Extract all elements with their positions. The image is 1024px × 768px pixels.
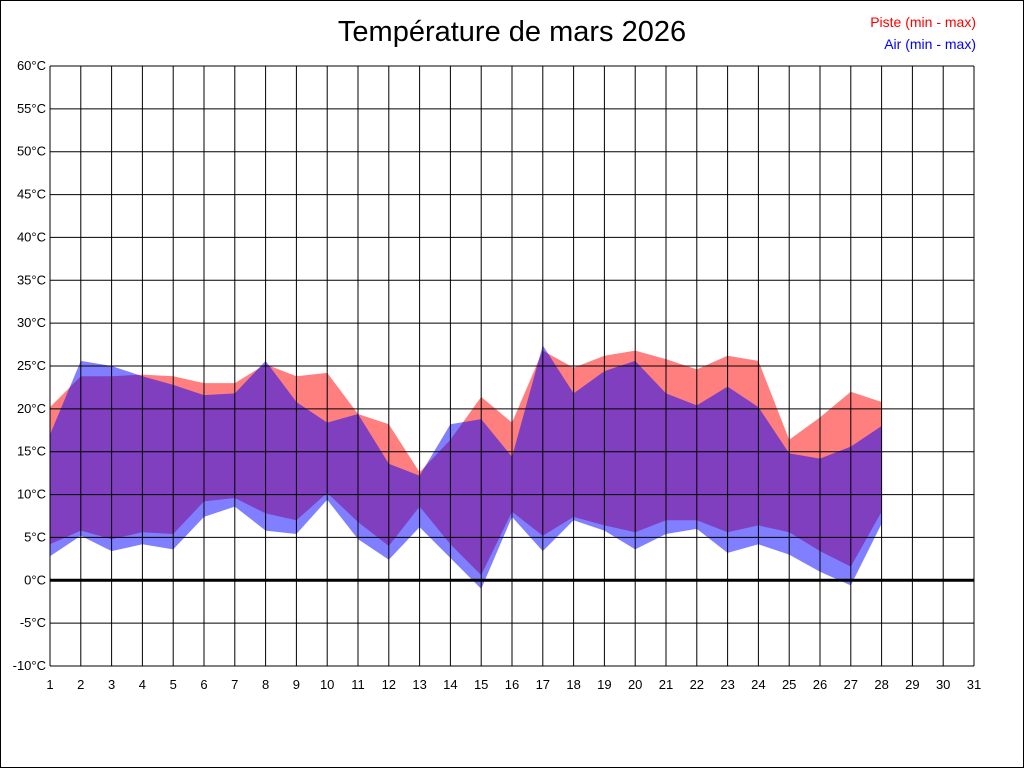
x-tick-label: 1 <box>46 677 53 692</box>
y-tick-label: 60°C <box>17 58 46 73</box>
x-tick-label: 28 <box>874 677 888 692</box>
x-tick-label: 30 <box>936 677 950 692</box>
x-tick-label: 5 <box>170 677 177 692</box>
y-tick-label: 10°C <box>17 487 46 502</box>
x-tick-label: 3 <box>108 677 115 692</box>
x-tick-label: 22 <box>690 677 704 692</box>
x-tick-label: 4 <box>139 677 146 692</box>
x-tick-label: 29 <box>905 677 919 692</box>
y-tick-label: 0°C <box>24 572 46 587</box>
y-tick-label: 15°C <box>17 444 46 459</box>
x-tick-label: 6 <box>200 677 207 692</box>
x-tick-label: 23 <box>720 677 734 692</box>
x-tick-label: 26 <box>813 677 827 692</box>
y-tick-label: 55°C <box>17 101 46 116</box>
y-tick-label: 35°C <box>17 272 46 287</box>
x-tick-label: 13 <box>412 677 426 692</box>
x-tick-label: 27 <box>844 677 858 692</box>
x-tick-label: 18 <box>566 677 580 692</box>
y-tick-label: 5°C <box>24 529 46 544</box>
legend-entry-air: Air (min - max) <box>884 36 976 52</box>
y-tick-label: 25°C <box>17 358 46 373</box>
x-tick-label: 25 <box>782 677 796 692</box>
x-tick-label: 12 <box>382 677 396 692</box>
x-tick-label: 2 <box>77 677 84 692</box>
x-tick-label: 14 <box>443 677 457 692</box>
x-tick-label: 9 <box>293 677 300 692</box>
x-tick-label: 24 <box>751 677 765 692</box>
series-band-air <box>50 345 882 589</box>
x-tick-label: 31 <box>967 677 981 692</box>
chart-title: Température de mars 2026 <box>337 16 687 48</box>
x-tick-label: 20 <box>628 677 642 692</box>
x-tick-label: 15 <box>474 677 488 692</box>
y-tick-label: 50°C <box>17 144 46 159</box>
x-tick-label: 8 <box>262 677 269 692</box>
x-tick-label: 7 <box>231 677 238 692</box>
x-tick-label: 21 <box>659 677 673 692</box>
y-tick-label: 45°C <box>17 187 46 202</box>
x-tick-label: 19 <box>597 677 611 692</box>
y-tick-label: -5°C <box>20 615 46 630</box>
legend-entry-piste: Piste (min - max) <box>870 14 976 30</box>
x-tick-label: 16 <box>505 677 519 692</box>
y-tick-label: 30°C <box>17 315 46 330</box>
y-tick-label: -10°C <box>13 658 46 673</box>
x-tick-label: 17 <box>536 677 550 692</box>
x-tick-label: 11 <box>351 677 365 692</box>
y-tick-label: 20°C <box>17 401 46 416</box>
x-tick-label: 10 <box>320 677 334 692</box>
y-tick-label: 40°C <box>17 229 46 244</box>
